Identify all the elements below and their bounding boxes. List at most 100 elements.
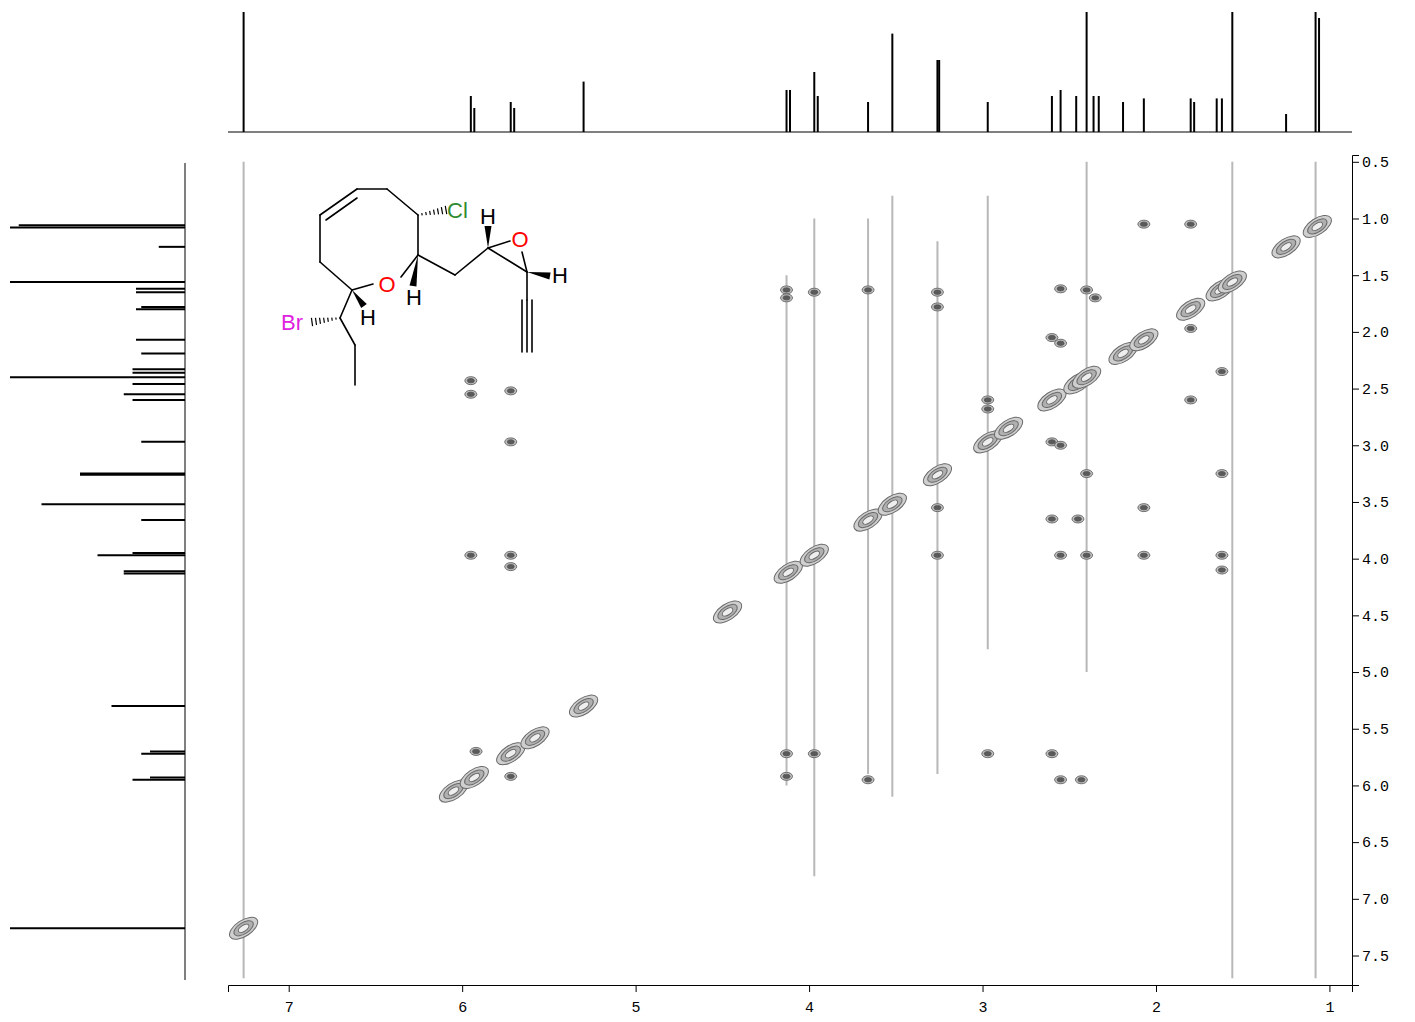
contour — [1046, 750, 1058, 758]
contour — [1045, 394, 1058, 406]
contour — [1218, 568, 1225, 572]
bond — [357, 188, 387, 190]
peak — [10, 281, 185, 283]
contour — [1081, 470, 1093, 478]
cross-peak — [931, 551, 943, 559]
cross-peak — [931, 504, 943, 512]
contour — [1218, 369, 1225, 373]
cross-peak — [1138, 504, 1150, 512]
cross-peak — [1216, 368, 1228, 376]
contour — [507, 774, 514, 778]
x-tick: 3 — [979, 985, 988, 1017]
peak — [124, 393, 185, 395]
hashed-bond — [437, 208, 438, 214]
contour — [1274, 236, 1298, 257]
y-tick: 0.5 — [1352, 155, 1389, 172]
peak — [1060, 90, 1062, 132]
peak — [136, 339, 185, 341]
contour — [1185, 324, 1197, 332]
contour — [802, 545, 826, 566]
contour — [1074, 517, 1081, 521]
contour — [468, 772, 481, 784]
contour — [504, 748, 517, 760]
cross-peak — [982, 405, 994, 413]
tick-mark — [1352, 615, 1359, 616]
x-tick: 6 — [458, 985, 467, 1017]
contour — [862, 286, 874, 294]
contour — [1218, 553, 1225, 557]
top-spectrum — [228, 12, 1352, 132]
peak — [1221, 98, 1223, 132]
contour — [465, 390, 477, 398]
y-tick: 6.5 — [1352, 835, 1389, 852]
bond — [526, 272, 528, 300]
contour — [505, 438, 517, 446]
contour — [467, 378, 474, 382]
y-tick: 2.5 — [1352, 382, 1389, 399]
t1-noise — [786, 275, 788, 785]
hashed-bond — [421, 213, 423, 215]
bond — [531, 300, 533, 352]
tick-mark — [1352, 956, 1359, 957]
bond — [488, 241, 510, 248]
cross-peak — [781, 772, 793, 780]
hashed-bond — [433, 210, 435, 215]
diagonal-peak — [1300, 211, 1336, 242]
tick-mark — [1352, 332, 1359, 333]
tick-mark — [1329, 985, 1330, 992]
tick-label: 1.5 — [1362, 268, 1389, 285]
contour — [505, 387, 517, 395]
peak — [867, 102, 869, 132]
cross-peak — [465, 551, 477, 559]
atom-label: O — [378, 272, 395, 297]
contour — [1140, 505, 1147, 509]
contour — [920, 459, 956, 490]
contour — [931, 551, 943, 559]
contour — [1173, 294, 1209, 325]
contour — [1220, 271, 1244, 292]
cross-peak — [1081, 470, 1093, 478]
hashed-bond — [429, 211, 431, 215]
contour — [1226, 276, 1239, 288]
cross-peak — [781, 750, 793, 758]
cross-peak — [862, 286, 874, 294]
tick-label: 4 — [805, 1000, 814, 1017]
peak — [243, 12, 245, 132]
bond — [455, 248, 488, 275]
peak — [141, 306, 185, 308]
hashed-bond — [319, 318, 321, 324]
x-tick: 4 — [805, 985, 814, 1017]
contour — [1140, 222, 1147, 226]
cross-peak — [808, 288, 820, 296]
contour — [507, 564, 514, 568]
cross-peak — [1055, 551, 1067, 559]
peak — [150, 750, 185, 752]
tick-mark — [1352, 162, 1359, 163]
contour — [1048, 751, 1055, 755]
contour — [523, 727, 547, 748]
peak — [150, 777, 185, 779]
diagonal-peak — [1173, 294, 1209, 325]
peak — [1315, 12, 1317, 132]
plot-area — [228, 162, 1335, 978]
diagonal-peak — [920, 459, 956, 490]
peak — [1231, 12, 1233, 132]
contour — [465, 377, 477, 385]
tick-mark — [1352, 275, 1359, 276]
cross-peak — [470, 747, 482, 755]
contour — [1069, 362, 1105, 393]
y-tick: 4.5 — [1352, 609, 1389, 626]
contour — [1305, 216, 1329, 237]
cross-peak — [931, 303, 943, 311]
y-tick: 1.0 — [1352, 212, 1389, 229]
y-tick: 5.0 — [1352, 665, 1389, 682]
peak — [473, 108, 475, 132]
tick-label: 2.5 — [1362, 382, 1389, 399]
peak — [133, 383, 186, 385]
bond — [521, 300, 523, 352]
peak — [136, 288, 185, 290]
peak — [133, 368, 186, 370]
tick-label: 2.0 — [1362, 325, 1389, 342]
bond — [522, 252, 527, 272]
peak — [1098, 96, 1100, 132]
